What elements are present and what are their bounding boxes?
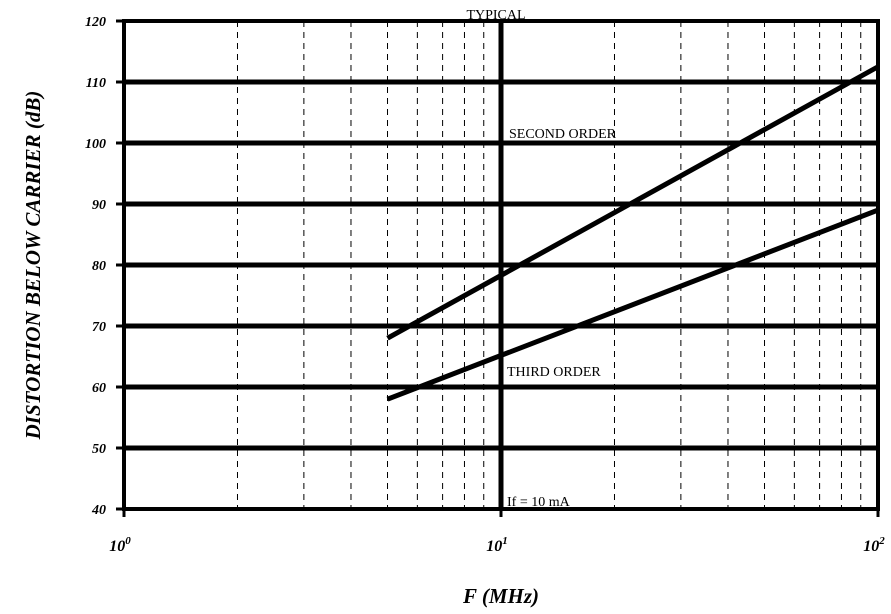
y-tick-label: 90 bbox=[92, 198, 106, 213]
series-line-2 bbox=[386, 207, 879, 402]
annotation-third-order: THIRD ORDER bbox=[507, 365, 601, 380]
y-tick-label: 120 bbox=[85, 15, 106, 30]
x-tick-labels: 100 101 102 bbox=[109, 509, 885, 555]
y-axis-label: DISTORTION BELOW CARRIER (dB) bbox=[21, 91, 45, 441]
x-tick-label: 100 bbox=[109, 535, 131, 555]
y-tick-label: 50 bbox=[92, 442, 106, 457]
chart-title: TYPICAL bbox=[466, 8, 525, 23]
series-line-1 bbox=[386, 64, 880, 341]
y-tick-label: 110 bbox=[86, 76, 106, 91]
major-grid bbox=[124, 21, 878, 509]
annotation-second-order: SECOND ORDER bbox=[509, 127, 617, 142]
y-tick-label: 40 bbox=[91, 503, 106, 518]
x-tick-label: 101 bbox=[486, 535, 508, 555]
series-layer bbox=[386, 64, 880, 402]
y-tick-label: 60 bbox=[92, 381, 106, 396]
x-tick-label: 102 bbox=[863, 535, 885, 555]
y-tick-label: 70 bbox=[92, 320, 106, 335]
y-tick-label: 100 bbox=[85, 137, 106, 152]
y-tick-labels: 40 50 60 70 80 90 100 110 120 bbox=[85, 15, 124, 518]
x-axis-label: F (MHz) bbox=[462, 584, 539, 608]
annotation-condition: If = 10 mA bbox=[507, 495, 571, 510]
y-tick-label: 80 bbox=[92, 259, 106, 274]
